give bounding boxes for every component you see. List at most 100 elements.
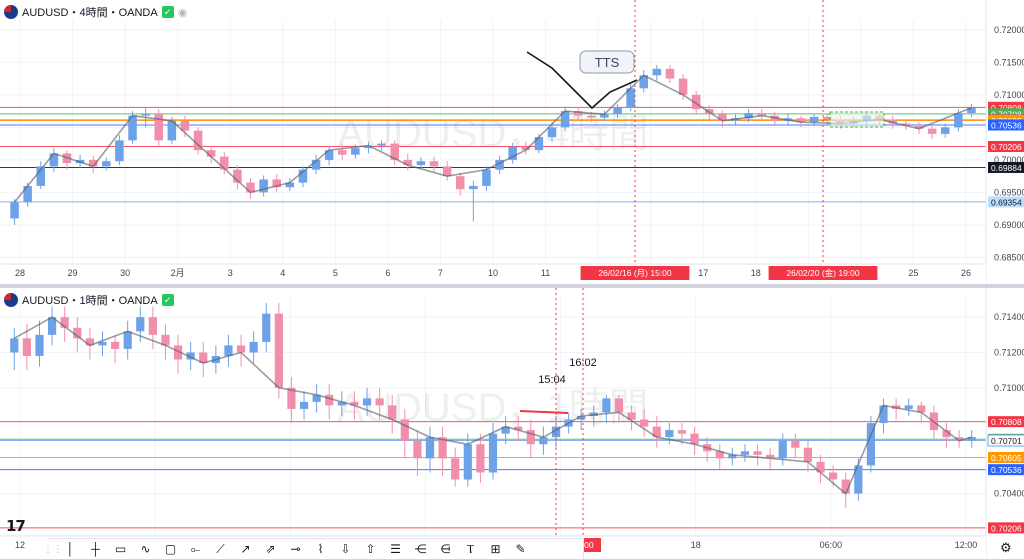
arrow-marker-icon[interactable]: ↗ bbox=[240, 542, 251, 556]
candle-body bbox=[311, 159, 321, 170]
price-level-label: 0.70808 bbox=[991, 417, 1022, 427]
legend-text-1h: AUDUSD・1時間・OANDA bbox=[22, 295, 158, 307]
anchored-text-icon[interactable]: Ⲧ bbox=[466, 541, 475, 556]
arrow-down-icon[interactable]: ⇩ bbox=[340, 542, 351, 556]
candle-body bbox=[677, 430, 687, 434]
trend-line-icon[interactable]: ⟋ bbox=[216, 541, 225, 556]
candle-body bbox=[246, 182, 255, 193]
candle-body bbox=[10, 202, 19, 219]
path-icon[interactable]: ∿ bbox=[140, 542, 151, 556]
chart-pane-4h[interactable]: AUDUSD，4時間0.720000.715000.710000.705000.… bbox=[0, 0, 1024, 284]
price-level-tag[interactable] bbox=[988, 416, 1024, 428]
price-level-tag[interactable] bbox=[988, 101, 1024, 113]
price-tick-label: 0.68500 bbox=[994, 252, 1024, 262]
candle-body bbox=[526, 430, 535, 445]
candle-body bbox=[501, 426, 510, 434]
legend-dot-icon[interactable]: ◉ bbox=[177, 6, 188, 19]
candle-body bbox=[508, 146, 517, 160]
candle-body bbox=[136, 317, 145, 332]
time-tick-label: 5 bbox=[333, 268, 338, 278]
candle-body bbox=[778, 440, 787, 459]
price-level-tag[interactable] bbox=[988, 140, 1024, 152]
candle-body bbox=[274, 313, 283, 388]
crosshair-time-label: 26/02/16 (月) 15:00 bbox=[598, 268, 672, 278]
candle-body bbox=[299, 401, 309, 409]
candle-body bbox=[822, 116, 832, 120]
candle-body bbox=[614, 398, 624, 413]
rectangle-icon[interactable]: ▢ bbox=[164, 542, 177, 556]
black-zigzag[interactable] bbox=[526, 51, 638, 110]
crosshair-icon[interactable]: ┼ bbox=[91, 542, 100, 556]
candle-body bbox=[325, 394, 334, 406]
time-axis[interactable] bbox=[0, 264, 986, 284]
time-tick-label: 17 bbox=[698, 268, 708, 278]
candle-body bbox=[766, 454, 775, 459]
candle-body bbox=[640, 419, 649, 427]
candle-body bbox=[98, 341, 107, 346]
price-level-label: 0.70206 bbox=[991, 523, 1022, 533]
parallel-channel-icon[interactable]: ⋳ bbox=[440, 542, 451, 556]
tts-callout[interactable]: TTS bbox=[579, 50, 635, 74]
candle-body bbox=[715, 451, 724, 459]
candle-body bbox=[577, 416, 586, 420]
target-zone-box[interactable] bbox=[829, 111, 885, 128]
chart-1h-svg[interactable]: AUDUSD，1時間0.714000.712000.710000.704000.… bbox=[0, 288, 1024, 558]
grip-icon[interactable]: ⋮⋮ bbox=[43, 543, 63, 555]
candle-body bbox=[600, 114, 609, 118]
price-level-tag[interactable] bbox=[988, 451, 1024, 463]
chart-4h-svg[interactable]: AUDUSD，4時間0.720000.715000.710000.705000.… bbox=[0, 0, 1024, 284]
price-tick-label: 0.71400 bbox=[994, 312, 1024, 322]
time-tick-label: 26 bbox=[961, 268, 971, 278]
candle-body bbox=[403, 159, 413, 166]
price-level-tag[interactable] bbox=[987, 434, 1024, 447]
candle-body bbox=[652, 68, 662, 76]
time-annotation-1504: 15:04 bbox=[538, 374, 566, 386]
candle-body bbox=[49, 153, 59, 167]
candle-body bbox=[573, 111, 583, 116]
settings-gear-icon[interactable]: ⚙ bbox=[1000, 540, 1012, 555]
price-level-tag[interactable] bbox=[988, 196, 1024, 208]
horizontal-ray-icon[interactable]: ⟜ bbox=[190, 541, 201, 556]
horizontal-line-icon[interactable]: ⊸ bbox=[290, 542, 301, 556]
candle-body bbox=[753, 451, 762, 455]
pane-divider[interactable] bbox=[0, 284, 1024, 288]
candle-body bbox=[914, 126, 924, 129]
time-tick-label: 10 bbox=[488, 268, 498, 278]
candle-body bbox=[816, 461, 825, 473]
brush-icon[interactable]: ✎ bbox=[515, 542, 526, 556]
symbol-legend-4h[interactable]: AUDUSD・4時間・OANDA ✓ ◉ bbox=[4, 4, 187, 20]
candle-body bbox=[35, 334, 44, 356]
price-level-tag[interactable] bbox=[988, 119, 1024, 131]
callout-icon[interactable]: ▭ bbox=[114, 542, 127, 556]
candle-body bbox=[388, 405, 397, 420]
candle-body bbox=[285, 182, 295, 188]
price-level-label: 0.70701 bbox=[991, 436, 1022, 446]
price-level-tag[interactable] bbox=[988, 108, 1024, 120]
arrow-icon[interactable]: ⇗ bbox=[265, 542, 276, 556]
crosshair-time-tag[interactable] bbox=[768, 266, 878, 280]
arrow-up-icon[interactable]: ⇧ bbox=[365, 542, 376, 556]
candle-body bbox=[539, 437, 548, 445]
price-level-tag[interactable] bbox=[988, 522, 1024, 534]
symbol-legend-1h[interactable]: AUDUSD・1時間・OANDA ✓ bbox=[4, 292, 174, 308]
vertical-line-icon[interactable]: │ bbox=[66, 542, 75, 556]
legend-text-4h: AUDUSD・4時間・OANDA bbox=[22, 7, 158, 19]
red-resistance-segment[interactable] bbox=[519, 410, 569, 414]
polyline-icon[interactable]: ⌇ bbox=[317, 542, 324, 556]
fib-retracement-icon[interactable]: ☰ bbox=[390, 542, 401, 556]
price-level-tag[interactable] bbox=[988, 161, 1024, 173]
price-level-tag[interactable] bbox=[988, 464, 1024, 476]
candle-body bbox=[351, 148, 360, 155]
watermark: AUDUSD，4時間 bbox=[337, 112, 648, 156]
tradingview-logo-icon[interactable]: 17 bbox=[6, 517, 26, 535]
zigzag-line[interactable] bbox=[13, 316, 972, 495]
candle-body bbox=[879, 405, 888, 424]
tts-callout-text: TTS bbox=[595, 55, 620, 70]
ruler-icon[interactable]: ⊞ bbox=[490, 542, 501, 556]
time-tick-label: 18 bbox=[751, 268, 761, 278]
candle-body bbox=[298, 169, 308, 183]
pitchfork-icon[interactable]: ⋲ bbox=[414, 542, 427, 556]
chart-pane-1h[interactable]: AUDUSD，1時間 0.71400 0.71200 0.71000 0.70400 0.… bbox=[0, 288, 1024, 558]
price-tick-label: 0.69000 bbox=[994, 220, 1024, 230]
crosshair-time-tag[interactable] bbox=[580, 266, 690, 280]
